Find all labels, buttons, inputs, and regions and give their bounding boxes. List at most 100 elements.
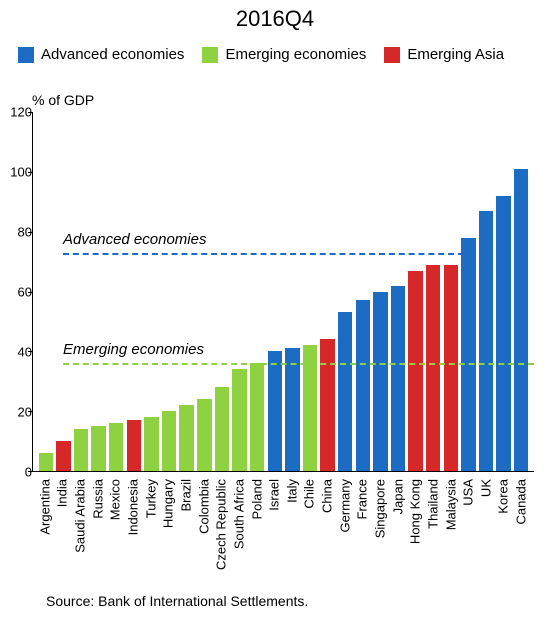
reference-line — [63, 253, 464, 255]
x-label-slot: South Africa — [230, 474, 248, 592]
bar-slot — [178, 112, 196, 471]
bar — [39, 453, 53, 471]
bar — [356, 300, 370, 471]
x-tick-label: Argentina — [37, 479, 52, 535]
x-tick-label: Saudi Arabia — [73, 479, 88, 553]
bar-slot — [424, 112, 442, 471]
x-label-slot: Germany — [336, 474, 354, 592]
x-tick-label: Germany — [337, 479, 352, 532]
legend-swatch-emerging-asia — [384, 47, 400, 63]
bar-slot — [336, 112, 354, 471]
x-tick-label: Hong Kong — [408, 479, 423, 544]
x-label-slot: Poland — [248, 474, 266, 592]
bar — [109, 423, 123, 471]
x-label-slot: France — [354, 474, 372, 592]
x-tick-label: China — [320, 479, 335, 513]
x-tick-label: Colombia — [196, 479, 211, 534]
bar — [74, 429, 88, 471]
x-label-slot: Hong Kong — [406, 474, 424, 592]
x-tick-label: Hungary — [161, 479, 176, 528]
x-label-slot: Singapore — [371, 474, 389, 592]
x-label-slot: Czech Republic — [212, 474, 230, 592]
x-label-slot: Colombia — [195, 474, 213, 592]
y-tick-mark — [28, 232, 33, 233]
legend-swatch-emerging — [202, 47, 218, 63]
bar-slot — [160, 112, 178, 471]
chart-title: 2016Q4 — [0, 0, 550, 32]
x-tick-label: UK — [478, 479, 493, 497]
legend-item-emerging-asia: Emerging Asia — [384, 46, 504, 63]
x-label-slot: Argentina — [36, 474, 54, 592]
x-tick-label: Brazil — [178, 479, 193, 512]
bar — [127, 420, 141, 471]
bar-slot — [372, 112, 390, 471]
bar-slot — [90, 112, 108, 471]
bar — [479, 211, 493, 471]
bar — [426, 265, 440, 471]
bar-slot — [301, 112, 319, 471]
source-text: Source: Bank of International Settlement… — [46, 593, 308, 609]
legend-swatch-advanced — [18, 47, 34, 63]
bar-slot — [319, 112, 337, 471]
x-label-slot: Russia — [89, 474, 107, 592]
bar — [373, 292, 387, 472]
bar — [285, 348, 299, 471]
x-tick-label: Italy — [284, 479, 299, 503]
reference-line-label: Emerging economies — [63, 341, 204, 358]
reference-line-label: Advanced economies — [63, 231, 206, 248]
bar — [338, 312, 352, 471]
bar — [391, 286, 405, 471]
x-label-slot: Indonesia — [124, 474, 142, 592]
x-tick-label: Thailand — [425, 479, 440, 529]
bar — [461, 238, 475, 471]
bar-slot — [213, 112, 231, 471]
x-tick-label: Poland — [249, 479, 264, 519]
x-label-slot: India — [54, 474, 72, 592]
bar — [215, 387, 229, 471]
bar-slot — [477, 112, 495, 471]
x-tick-label: South Africa — [231, 479, 246, 549]
x-tick-label: Czech Republic — [214, 479, 229, 570]
x-label-slot: Thailand — [424, 474, 442, 592]
x-tick-label: India — [55, 479, 70, 507]
bar — [444, 265, 458, 471]
bar-slot — [442, 112, 460, 471]
x-label-slot: Canada — [512, 474, 530, 592]
bar-slot — [354, 112, 372, 471]
bar-slot — [37, 112, 55, 471]
x-tick-label: Mexico — [108, 479, 123, 520]
x-label-slot: Hungary — [159, 474, 177, 592]
bar-slot — [107, 112, 125, 471]
bar-slot — [266, 112, 284, 471]
bar-slot — [389, 112, 407, 471]
x-tick-label: Japan — [390, 479, 405, 514]
x-tick-label: Singapore — [372, 479, 387, 538]
bar — [197, 399, 211, 471]
plot: Advanced economies Emerging economies — [32, 112, 534, 472]
bar-slot — [195, 112, 213, 471]
x-tick-label: Israel — [267, 479, 282, 511]
bar-slot — [231, 112, 249, 471]
legend-item-emerging: Emerging economies — [202, 46, 366, 63]
plot-area: 020406080100120 Advanced economiesEmergi… — [32, 112, 534, 472]
bar-slot — [125, 112, 143, 471]
x-tick-label: France — [355, 479, 370, 519]
bar-slot — [143, 112, 161, 471]
bar — [179, 405, 193, 471]
x-label-slot: Turkey — [142, 474, 160, 592]
x-label-slot: Mexico — [107, 474, 125, 592]
x-tick-label: Russia — [90, 479, 105, 519]
bar-slot — [72, 112, 90, 471]
bar — [514, 169, 528, 471]
bar — [232, 369, 246, 471]
bar — [91, 426, 105, 471]
x-label-slot: Italy — [283, 474, 301, 592]
bar-slot — [512, 112, 530, 471]
bar — [320, 339, 334, 471]
bar-slot — [284, 112, 302, 471]
bar-slot — [55, 112, 73, 471]
legend-item-advanced: Advanced economies — [18, 46, 184, 63]
legend-label: Emerging Asia — [407, 46, 504, 63]
x-tick-label: Korea — [496, 479, 511, 514]
bars-container — [33, 112, 534, 471]
